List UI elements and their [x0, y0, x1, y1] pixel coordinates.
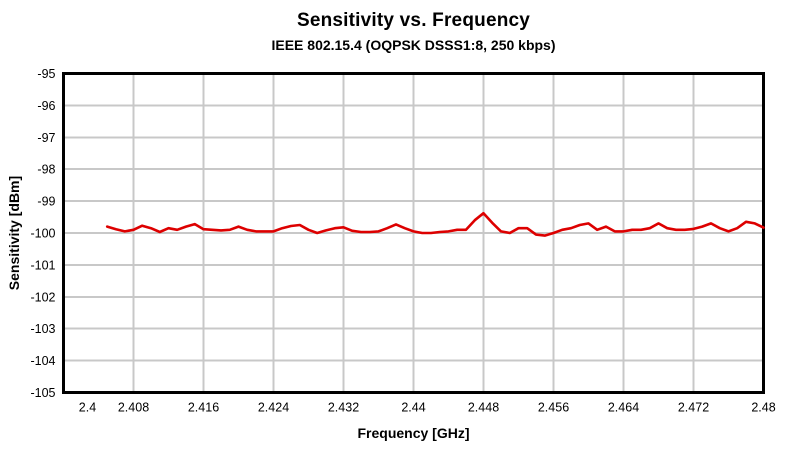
y-tick-label: -97 [37, 131, 55, 145]
y-tick-label: -96 [37, 99, 55, 113]
x-tick-label: 2.48 [751, 401, 775, 415]
chart-title: Sensitivity vs. Frequency [296, 10, 531, 31]
plot-frame [62, 72, 765, 394]
x-tick-label: 2.424 [258, 401, 289, 415]
x-tick-label: 2.44 [401, 401, 425, 415]
y-tick-label: -104 [30, 354, 55, 368]
y-tick-label: -99 [37, 195, 55, 209]
x-tick-label: 2.472 [678, 401, 709, 415]
y-tick-label: -103 [30, 322, 55, 336]
x-axis-title: Frequency [GHz] [357, 425, 470, 441]
y-tick-label: -100 [30, 227, 55, 241]
y-tick-label: -102 [30, 290, 55, 304]
y-tick-label: -98 [37, 163, 55, 177]
chart-subtitle: IEEE 802.15.4 (OQPSK DSSS1:8, 250 kbps) [271, 37, 556, 53]
x-tick-label: 2.464 [608, 401, 639, 415]
y-tick-label: -105 [30, 386, 55, 400]
x-tick-label: 2.456 [538, 401, 569, 415]
x-tick-label: 2.408 [118, 401, 149, 415]
y-tick-label: -101 [30, 258, 55, 272]
x-tick-label: 2.432 [328, 401, 359, 415]
y-tick-label: -95 [37, 67, 55, 81]
x-tick-label: 2.4 [79, 401, 96, 415]
x-tick-label: 2.416 [188, 401, 219, 415]
x-tick-label: 2.448 [468, 401, 499, 415]
sensitivity-line [105, 211, 765, 237]
